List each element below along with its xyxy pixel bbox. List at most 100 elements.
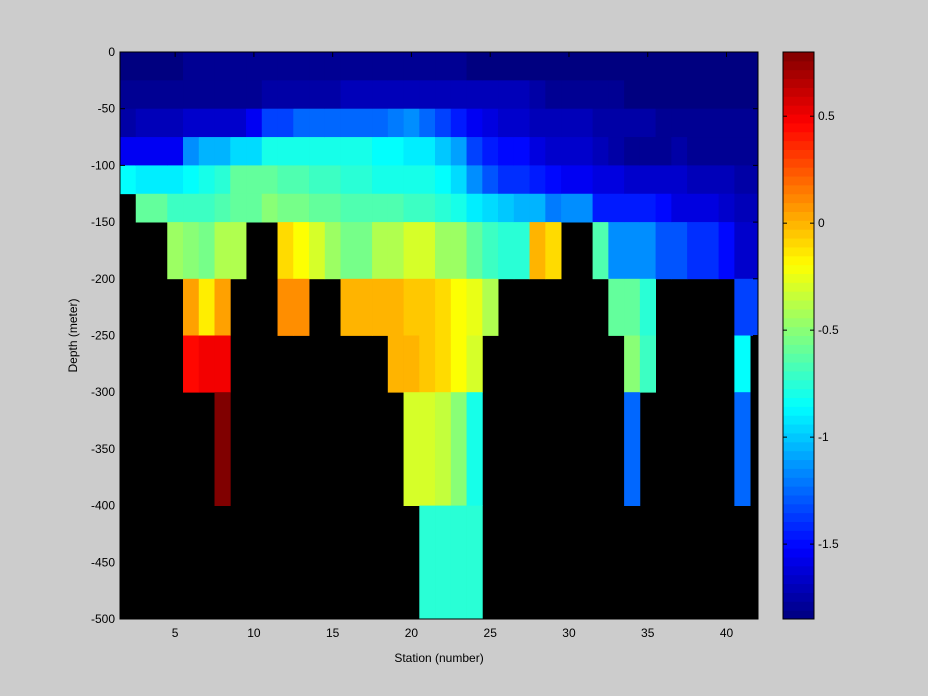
colorbar-band	[783, 220, 814, 230]
heatmap-cell	[120, 52, 137, 81]
colorbar-band	[783, 317, 814, 328]
heatmap-cell	[403, 52, 420, 81]
colorbar-band	[783, 353, 814, 363]
colorbar-band	[783, 494, 814, 505]
heatmap-cell	[545, 108, 562, 138]
colorbar-band	[783, 477, 814, 487]
heatmap-cell	[529, 222, 546, 280]
heatmap-cell	[734, 335, 751, 393]
colorbar-band	[783, 388, 814, 399]
heatmap-cell	[261, 193, 278, 223]
heatmap-cell	[592, 193, 609, 223]
colorbar-tick-label: -1.5	[818, 537, 839, 551]
y-tick-label: -500	[91, 612, 115, 626]
heatmap-cell	[450, 335, 467, 393]
colorbar-band	[783, 468, 814, 478]
heatmap-cell	[687, 165, 720, 195]
heatmap-cell	[277, 80, 294, 110]
heatmap-cell	[167, 80, 184, 110]
heatmap-cell	[687, 193, 720, 223]
heatmap-cell	[183, 108, 200, 138]
colorbar-band	[783, 512, 814, 523]
heatmap-cell	[482, 165, 499, 195]
heatmap-cell	[529, 165, 546, 195]
heatmap-cell	[655, 52, 672, 81]
heatmap-cell	[198, 193, 215, 223]
heatmap-cell	[198, 222, 215, 280]
colorbar-band	[783, 521, 814, 531]
heatmap-cell	[419, 193, 436, 223]
heatmap-cell	[592, 80, 609, 110]
heatmap-cell	[561, 193, 593, 223]
heatmap-cell	[340, 193, 373, 223]
heatmap-cell	[419, 222, 436, 280]
colorbar-band	[783, 167, 814, 177]
heatmap-cell	[655, 80, 672, 110]
heatmap-cell	[183, 193, 200, 223]
heatmap-cell	[450, 505, 467, 620]
heatmap-cell	[750, 278, 759, 336]
heatmap-cell	[183, 222, 200, 280]
heatmap-cell	[403, 222, 420, 280]
heatmap-cell	[135, 80, 168, 110]
heatmap-cell	[529, 108, 546, 138]
heatmap-cell	[750, 52, 759, 81]
heatmap-cell	[167, 52, 184, 81]
heatmap-cell	[277, 193, 294, 223]
heatmap-cell	[687, 108, 720, 138]
heatmap-cell	[340, 52, 373, 81]
heatmap-cell	[608, 278, 625, 336]
heatmap-cell	[450, 108, 467, 138]
colorbar-band	[783, 450, 814, 461]
heatmap-cell	[372, 137, 389, 166]
heatmap-cell	[592, 52, 609, 81]
heatmap-cell	[466, 335, 483, 393]
heatmap-cell	[498, 222, 515, 280]
heatmap-cell	[293, 80, 310, 110]
heatmap-cell	[135, 193, 168, 223]
heatmap-cell	[214, 278, 231, 336]
colorbar-band	[783, 486, 814, 496]
heatmap-cell	[671, 193, 688, 223]
colorbar-tick-label: -1	[818, 430, 829, 444]
colorbar-band	[783, 184, 814, 195]
colorbar-band	[783, 406, 814, 416]
heatmap-cell	[592, 137, 609, 166]
heatmap-cell	[387, 278, 404, 336]
heatmap-cell	[734, 165, 751, 195]
heatmap-cell	[183, 278, 200, 336]
y-tick-label: -200	[91, 272, 115, 286]
colorbar-band	[783, 246, 814, 257]
heatmap-cell	[183, 165, 200, 195]
heatmap-cell	[624, 193, 641, 223]
y-tick-label: -150	[91, 215, 115, 229]
heatmap-cell	[387, 165, 404, 195]
heatmap-cell	[482, 52, 499, 81]
heatmap-cell	[277, 137, 294, 166]
heatmap-cell	[687, 222, 720, 280]
heatmap-cell	[167, 108, 184, 138]
heatmap-cell	[372, 278, 389, 336]
heatmap-cell	[466, 193, 483, 223]
heatmap-cell	[513, 80, 530, 110]
colorbar-band	[783, 78, 814, 88]
colorbar-band	[783, 548, 814, 558]
colorbar-band	[783, 122, 814, 133]
colorbar-band	[783, 530, 814, 540]
heatmap-cell	[246, 80, 263, 110]
heatmap-cell	[466, 165, 483, 195]
heatmap-cell	[482, 193, 499, 223]
heatmap-cell	[435, 193, 452, 223]
heatmap-cell	[183, 80, 200, 110]
heatmap-cell	[403, 108, 420, 138]
colorbar-band	[783, 335, 814, 345]
heatmap-cell	[450, 278, 467, 336]
heatmap-cell	[419, 80, 436, 110]
heatmap-cell	[214, 52, 231, 81]
heatmap-cell	[340, 222, 373, 280]
colorbar-band	[783, 592, 814, 602]
heatmap-cell	[639, 193, 656, 223]
heatmap-cell	[214, 392, 231, 506]
heatmap-cell	[214, 335, 231, 393]
heatmap-cell	[498, 165, 515, 195]
